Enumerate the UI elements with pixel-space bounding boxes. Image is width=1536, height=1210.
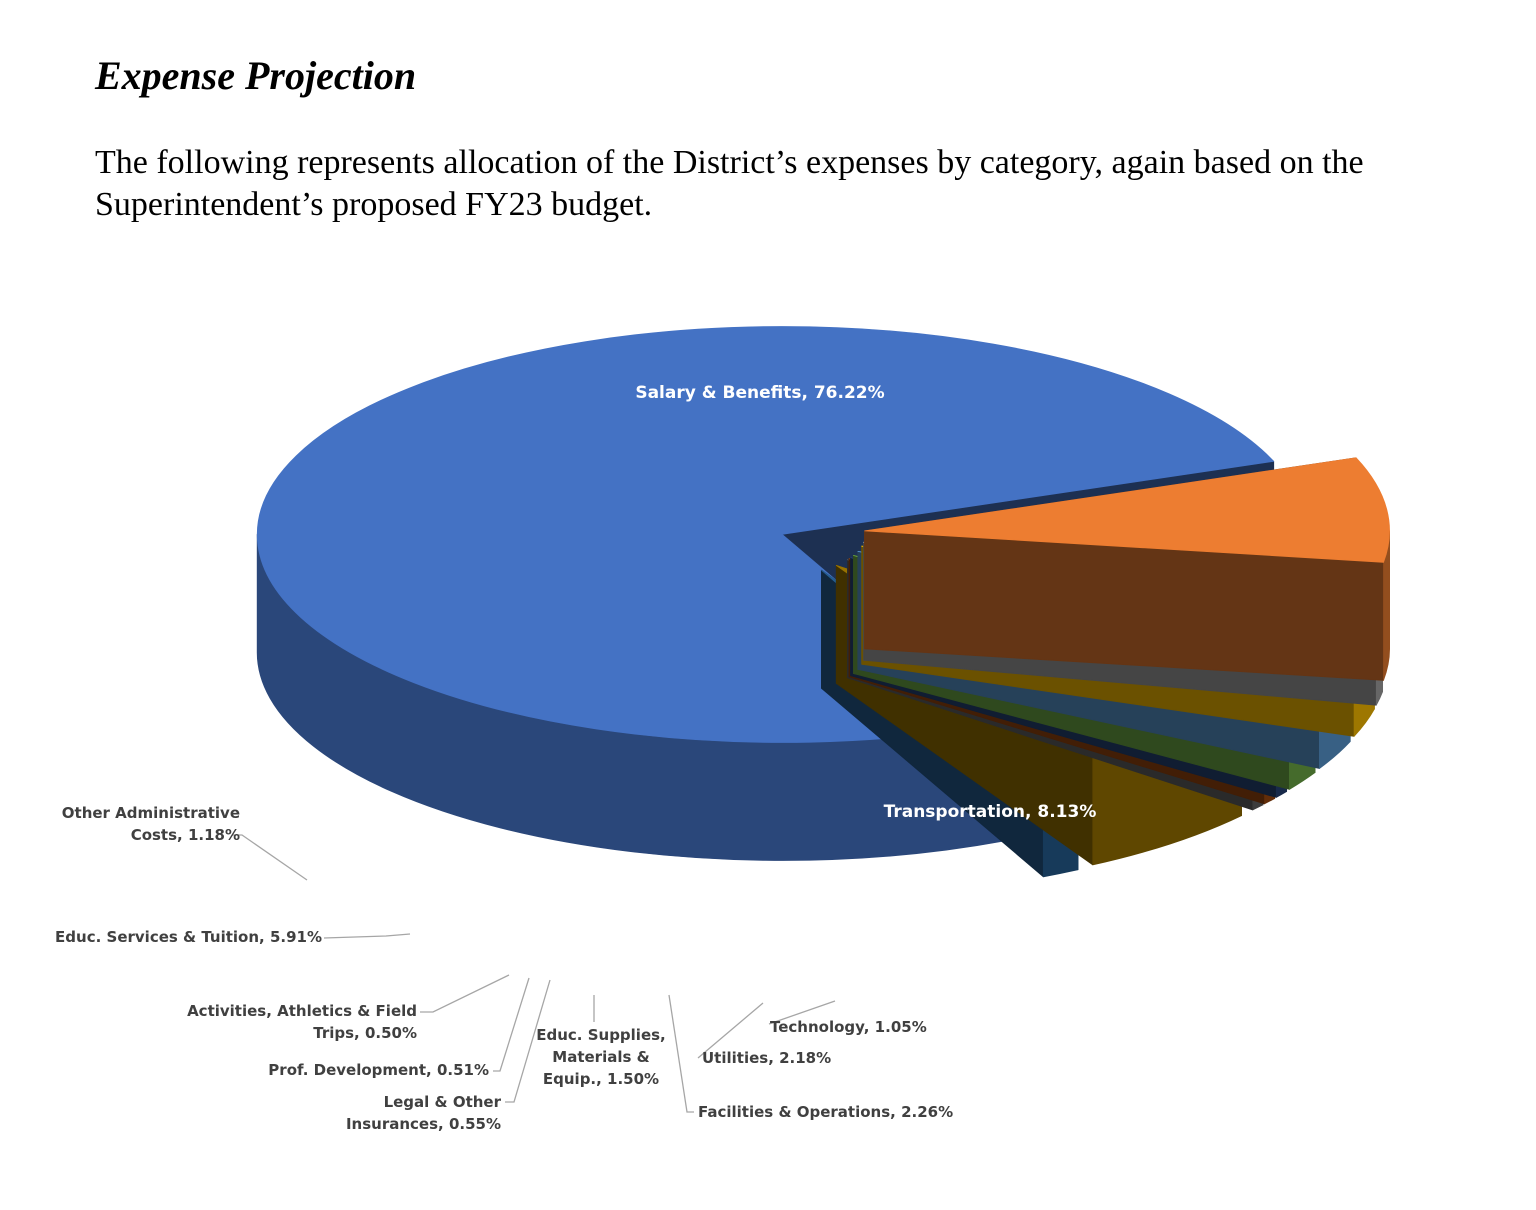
data-label-prof-development: Prof. Development, 0.51% [268, 1061, 489, 1079]
data-label-line: Materials & [552, 1048, 649, 1066]
data-label-technology: Technology, 1.05% [770, 1018, 927, 1036]
pie-slice-transportation [864, 457, 1390, 681]
data-label-facilities-operations: Facilities & Operations, 2.26% [698, 1103, 953, 1121]
data-label-activities-athletics-field-trips: Activities, Athletics & Field Trips, 0.50… [187, 1002, 417, 1042]
leader-line-prof-development [493, 977, 530, 1072]
leader-line-educ-services-tuition [323, 933, 411, 939]
leader-line-technology [768, 1000, 836, 1025]
intro-paragraph: The following represents allocation of t… [95, 144, 1364, 223]
leader-line-other-administrative-costs [232, 834, 308, 881]
leader-line-utilities [697, 1002, 764, 1059]
data-label-line: Utilities, 2.18% [702, 1049, 831, 1067]
page-title: Expense Projection [95, 53, 417, 98]
data-label-line: Legal & Other [384, 1093, 502, 1111]
data-label-educ-supplies-materials-equip: Educ. Supplies, Materials & Equip., 1.50% [536, 1026, 666, 1088]
data-label-legal-other-insurances: Legal & Other Insurances, 0.55% [346, 1093, 502, 1133]
data-label-line: Salary & Benefits, 76.22% [635, 383, 884, 403]
leader-line-activities-athletics-field-trips [420, 974, 510, 1013]
data-label-line: Equip., 1.50% [543, 1070, 659, 1088]
data-label-utilities: Utilities, 2.18% [702, 1049, 831, 1067]
data-label-line: Prof. Development, 0.51% [268, 1061, 489, 1079]
data-label-line: Educ. Supplies, [536, 1026, 666, 1044]
data-label-line: Educ. Services & Tuition, 5.91% [55, 928, 322, 946]
data-label-transportation: Transportation, 8.13% [884, 802, 1097, 822]
data-label-line: Trips, 0.50% [313, 1024, 417, 1042]
leader-line-facilities-operations [668, 994, 694, 1113]
data-label-line: Activities, Athletics & Field [187, 1002, 417, 1020]
data-label-line: Costs, 1.18% [131, 826, 240, 844]
data-label-other-administrative-costs: Other Administrative Costs, 1.18% [62, 804, 240, 844]
slice-top-face [256, 326, 1275, 743]
data-label-salary-benefits: Salary & Benefits, 76.22% [635, 383, 884, 403]
data-label-line: Insurances, 0.55% [346, 1115, 501, 1133]
data-label-line: Transportation, 8.13% [884, 802, 1097, 822]
leader-line-legal-other-insurances [505, 979, 551, 1103]
data-label-line: Other Administrative [62, 804, 240, 822]
data-label-educ-services-tuition: Educ. Services & Tuition, 5.91% [55, 928, 322, 946]
data-label-line: Technology, 1.05% [770, 1018, 927, 1036]
data-label-line: Facilities & Operations, 2.26% [698, 1103, 953, 1121]
slice-top-face [864, 457, 1390, 563]
